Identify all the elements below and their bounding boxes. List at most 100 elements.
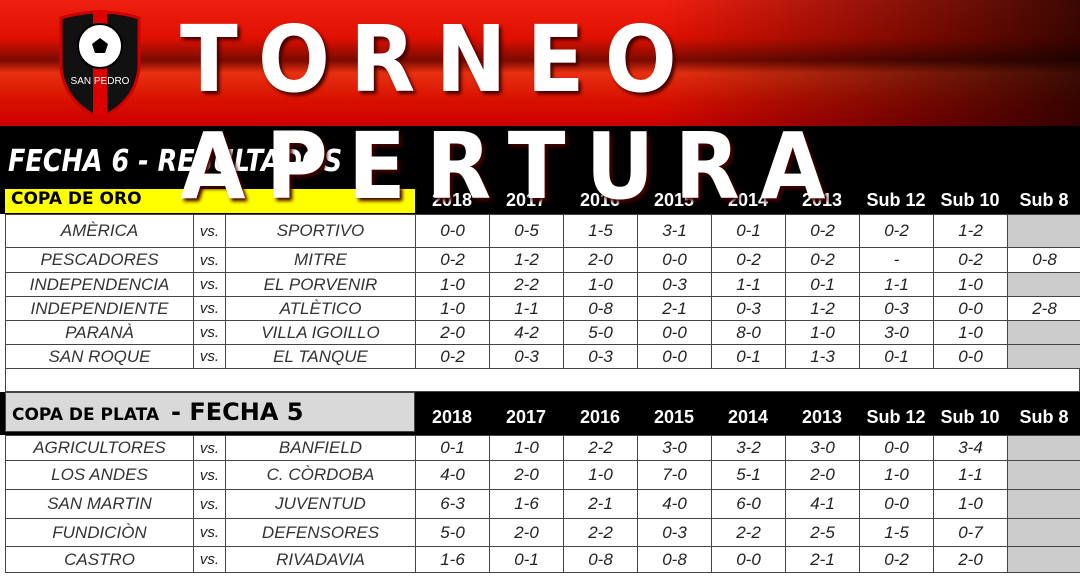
score-cell: 2-2	[489, 272, 564, 297]
spacer	[5, 368, 1080, 392]
score-cell: 1-5	[859, 518, 934, 547]
score-cell: 2-0	[415, 320, 490, 345]
column-header: 2018	[431, 190, 473, 210]
vs-label: vs.	[193, 546, 226, 573]
score-cell: 0-1	[785, 272, 860, 297]
copa-oro-table: AMÈRICA vs. SPORTIVO 0-0 0-5 1-5 3-1 0-1 0-2 0-2 1…	[5, 214, 1080, 369]
score-cell: 1-0	[489, 435, 564, 461]
home-team: PARANÀ	[5, 320, 194, 345]
score-cell: 3-0	[785, 435, 860, 461]
score-cell: 5-0	[415, 518, 490, 547]
score-cell: 0-7	[933, 518, 1008, 547]
score-cell: 1-1	[933, 460, 1008, 490]
column-header: 2016	[579, 190, 621, 210]
home-team: SAN MARTIN	[5, 489, 194, 519]
home-team: INDEPENDENCIA	[5, 272, 194, 297]
tournament-title: TORNEO APERTURA	[180, 6, 846, 220]
san-pedro-logo: SAN PEDRO	[59, 10, 141, 120]
score-cell: 1-0	[933, 489, 1008, 519]
column-header: 2017	[505, 190, 547, 210]
score-cell: 2-2	[711, 518, 786, 547]
score-cell: 0-0	[637, 320, 712, 345]
score-cell: 0-3	[637, 272, 712, 297]
score-cell: 1-5	[563, 214, 638, 248]
score-cell: 2-2	[563, 435, 638, 461]
oro-header-row: COPA DE ORO 2018 2017 2016 2015 2014 2013 Sub …	[0, 188, 1080, 214]
score-cell: 1-0	[563, 272, 638, 297]
score-cell: 2-1	[637, 296, 712, 321]
score-cell: 2-0	[489, 518, 564, 547]
column-header: Sub 8	[1019, 190, 1069, 210]
banner	[0, 0, 1080, 126]
score-cell: 6-0	[711, 489, 786, 519]
score-cell: 0-3	[711, 296, 786, 321]
score-cell: 1-6	[415, 546, 490, 573]
score-cell: 0-0	[859, 489, 934, 519]
score-cell: 1-3	[785, 344, 860, 369]
score-cell: 1-0	[563, 460, 638, 490]
score-cell: 1-0	[415, 296, 490, 321]
score-cell: 1-2	[785, 296, 860, 321]
score-cell: 0-2	[785, 247, 860, 273]
score-cell: 0-8	[637, 546, 712, 573]
score-cell: 1-1	[859, 272, 934, 297]
copa-plata-label: COPA DE PLATA	[12, 405, 160, 425]
score-cell: 2-1	[785, 546, 860, 573]
away-team: DEFENSORES	[225, 518, 416, 547]
score-cell: 3-4	[933, 435, 1008, 461]
vs-label: vs.	[193, 344, 226, 369]
score-cell: 1-0	[933, 272, 1008, 297]
score-cell: 1-0	[785, 320, 860, 345]
vs-label: vs.	[193, 272, 226, 297]
score-cell: 3-0	[859, 320, 934, 345]
score-cell	[1007, 344, 1080, 369]
score-cell: 1-2	[933, 214, 1008, 248]
score-cell: -	[859, 247, 934, 273]
match-row: LOS ANDES vs. C. CÒRDOBA 4-0 2-0 1-0 7-0 5-1 2-0…	[5, 460, 1080, 490]
score-cell: 0-1	[711, 344, 786, 369]
score-cell: 0-8	[563, 546, 638, 573]
score-cell	[1007, 546, 1080, 573]
score-cell: 0-5	[489, 214, 564, 248]
home-team: AGRICULTORES	[5, 435, 194, 461]
score-cell: 0-1	[489, 546, 564, 573]
score-cell: 2-1	[563, 489, 638, 519]
column-header: 2015	[653, 190, 695, 210]
match-row: SAN ROQUE vs. EL TANQUE 0-2 0-3 0-3 0-0 0-1 1-3 0…	[5, 344, 1080, 369]
score-cell: 1-1	[489, 296, 564, 321]
vs-label: vs.	[193, 518, 226, 547]
score-cell: 0-1	[415, 435, 490, 461]
score-cell: 0-2	[785, 214, 860, 248]
copa-plata-table: AGRICULTORES vs. BANFIELD 0-1 1-0 2-2 3-0 3-2 3-…	[5, 435, 1080, 573]
vs-label: vs.	[193, 320, 226, 345]
match-row: SAN MARTIN vs. JUVENTUD 6-3 1-6 2-1 4-0 6-0 4-1 0…	[5, 489, 1080, 519]
score-cell: 4-0	[637, 489, 712, 519]
away-team: MITRE	[225, 247, 416, 273]
score-cell: 0-2	[415, 247, 490, 273]
home-team: LOS ANDES	[5, 460, 194, 490]
score-cell: 5-0	[563, 320, 638, 345]
vs-label: vs.	[193, 489, 226, 519]
score-cell: 0-8	[563, 296, 638, 321]
match-row: CASTRO vs. RIVADAVIA 1-6 0-1 0-8 0-8 0-0 2-1 0-2 2…	[5, 546, 1080, 573]
score-cell	[1007, 214, 1080, 248]
score-cell	[1007, 272, 1080, 297]
score-cell: 2-0	[785, 460, 860, 490]
score-cell	[1007, 460, 1080, 490]
plata-header-row: COPA DE PLATA - FECHA 5 2018 2017 2016 2015…	[0, 392, 1080, 435]
score-cell: 1-0	[859, 460, 934, 490]
score-cell: 4-2	[489, 320, 564, 345]
away-team: BANFIELD	[225, 435, 416, 461]
score-cell: 6-3	[415, 489, 490, 519]
match-row: AGRICULTORES vs. BANFIELD 0-1 1-0 2-2 3-0 3-2 3-…	[5, 435, 1080, 461]
away-team: C. CÒRDOBA	[225, 460, 416, 490]
fecha-title: FECHA 6 - RESULTADOS	[8, 144, 343, 179]
score-cell: 2-0	[489, 460, 564, 490]
column-header: 2013	[801, 190, 843, 210]
score-cell: 2-5	[785, 518, 860, 547]
score-cell: 7-0	[637, 460, 712, 490]
column-header: Sub 10	[940, 407, 1000, 427]
plata-fecha: - FECHA 5	[171, 398, 304, 426]
column-header: Sub 10	[940, 190, 1000, 210]
column-header: 2017	[505, 407, 547, 427]
